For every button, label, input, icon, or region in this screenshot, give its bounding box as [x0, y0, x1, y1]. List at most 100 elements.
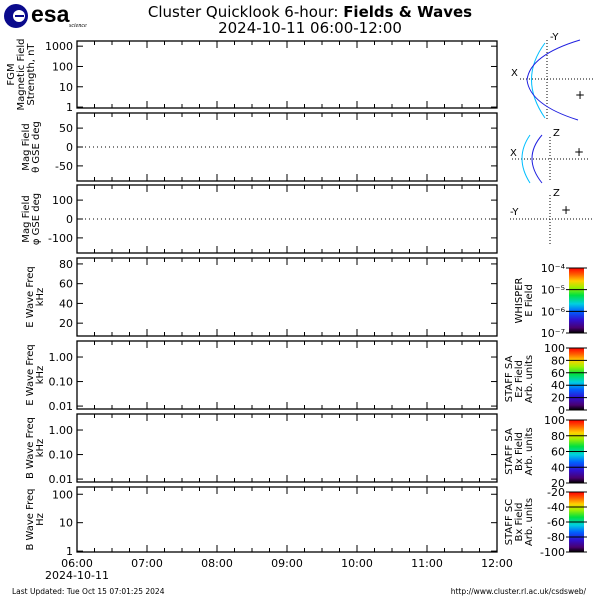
- last-updated: Last Updated: Tue Oct 15 07:01:25 2024: [12, 587, 165, 596]
- colorbar-tick-label: 10⁻⁶: [541, 305, 566, 318]
- colorbar-tick-label: 100: [544, 414, 565, 427]
- panel-1: 1 10 100 1000 FGMMagnetic FieldStrength, nT: [6, 38, 498, 114]
- y-tick-label: 0: [66, 141, 73, 154]
- y-tick-label: -50: [55, 160, 73, 173]
- time-tick-label: 11:00: [411, 557, 443, 570]
- time-tick-label: 12:00: [481, 557, 513, 570]
- orbit-h-label: X: [510, 148, 517, 159]
- spacecraft-marker: +: [561, 203, 571, 217]
- panel-frame: [76, 413, 498, 483]
- panel-5: 0.010.101.00E Wave FreqkHz: [25, 340, 498, 413]
- colorbar-tick-label: 10⁻⁷: [541, 327, 565, 340]
- bow-shock-line: [526, 39, 581, 121]
- colorbar-label-line: Arb. units: [524, 427, 535, 475]
- orbit-h-label: -Y: [510, 207, 519, 218]
- panel-frame: [76, 486, 498, 553]
- y-tick-label: 1.00: [49, 424, 74, 437]
- panel-6: 0.010.101.00B Wave FreqkHz: [25, 413, 498, 486]
- ylabel-line: kHz: [35, 439, 46, 458]
- esa-logo-icon: [4, 4, 28, 28]
- y-tick-label: 1.00: [49, 351, 74, 364]
- colorbar-tick-label: 80: [551, 430, 565, 443]
- colorbar-tick-label: 40: [551, 379, 565, 392]
- ylabel-line: E Wave Freq: [25, 344, 36, 406]
- y-tick-label: 100: [52, 488, 73, 501]
- colorbar-tick-label: 60: [551, 446, 565, 459]
- orbit-v-label: Z: [553, 188, 560, 199]
- page-title: Cluster Quicklook 6-hour: Fields & Waves…: [120, 4, 500, 36]
- time-tick-label: 08:00: [201, 557, 233, 570]
- colorbar-label-line: E Field: [524, 284, 535, 317]
- colorbar-tick-label: 10⁻⁵: [541, 284, 565, 297]
- panel-ylabel: Mag Fieldθ GSE deg: [21, 121, 42, 173]
- ylabel-line: θ GSE deg: [31, 121, 42, 173]
- ylabel-line: Magnetic Field: [16, 38, 27, 110]
- colorbar-tick-label: 40: [551, 461, 565, 474]
- ylabel-line: B Wave Freq: [25, 417, 36, 479]
- panel-4: 20 40 60 80 E Wave FreqkHz: [25, 257, 498, 337]
- panel-3: -100 0 100 Mag Fieldφ GSE deg: [21, 184, 498, 254]
- colorbar-tick-label: -20: [547, 486, 565, 499]
- spacecraft-marker: +: [574, 145, 584, 159]
- panel-frame: [76, 340, 498, 410]
- time-tick-label: 06:00: [61, 557, 93, 570]
- colorbar-label-line: Bx Field: [514, 502, 525, 541]
- orbit-plot-xy: X -Y +: [511, 32, 595, 121]
- colorbar-label-line: STAFF SA: [504, 428, 515, 475]
- panel-ylabel: FGMMagnetic FieldStrength, nT: [6, 38, 37, 110]
- y-tick-label: 0.10: [49, 376, 74, 389]
- source-url[interactable]: http://www.cluster.rl.ac.uk/csdsweb/: [450, 587, 586, 596]
- panel-ylabel: Mag Fieldφ GSE deg: [21, 193, 42, 245]
- colorbar-tick-label: 100: [544, 342, 565, 355]
- ylabel-line: kHz: [35, 288, 46, 307]
- y-tick-label: 40: [59, 297, 73, 310]
- subtitle: 2024-10-11 06:00-12:00: [218, 19, 402, 37]
- time-tick-label: 09:00: [271, 557, 303, 570]
- y-tick-label: 100: [52, 194, 73, 207]
- title-prefix: Cluster Quicklook 6-hour:: [147, 3, 344, 21]
- orbit-v-label: Z: [553, 128, 560, 139]
- colorbar-tick-label: -100: [540, 546, 565, 559]
- ylabel-line: kHz: [35, 366, 46, 385]
- y-tick-label: 1: [66, 545, 73, 558]
- ylabel-line: FGM: [6, 63, 17, 85]
- time-tick-label: 07:00: [131, 557, 163, 570]
- y-tick-label: 0: [66, 213, 73, 226]
- colorbar-label-line: Bx Field: [514, 432, 525, 471]
- y-tick-label: 20: [59, 317, 73, 330]
- colorbar-label: STAFF SAEz FieldArb. units: [504, 355, 535, 403]
- colorbar-tick-label: 0: [558, 404, 565, 417]
- colorbar-label: WHISPERE Field: [514, 277, 535, 323]
- y-tick-label: 10: [59, 517, 73, 530]
- panel-7: 1 10 100 B Wave FreqHz: [25, 486, 498, 558]
- panel-ylabel: E Wave FreqkHz: [25, 344, 46, 406]
- colorbar-tick-label: 20: [551, 392, 565, 405]
- ylabel-line: Mag Field: [21, 123, 32, 170]
- colorbar-tick-label: 80: [551, 354, 565, 367]
- ylabel-line: Mag Field: [21, 195, 32, 242]
- colorbar-label-line: Arb. units: [524, 498, 535, 546]
- y-tick-label: 10: [59, 81, 73, 94]
- colorbar-tick-label: -60: [547, 516, 565, 529]
- ylabel-line: φ GSE deg: [31, 193, 42, 245]
- colorbar-3: 20 40 60 80 100 STAFF SABx FieldArb. units: [504, 414, 587, 490]
- y-tick-label: 1: [66, 101, 73, 114]
- colorbar-tick-label: 60: [551, 367, 565, 380]
- panel-ylabel: B Wave FreqkHz: [25, 417, 46, 479]
- y-tick-label: 80: [59, 258, 73, 271]
- orbit-h-label: X: [511, 68, 518, 79]
- colorbar-1: 10⁻⁷ 10⁻⁶ 10⁻⁵ 10⁻⁴ WHISPERE Field: [514, 262, 587, 340]
- colorbar-label: STAFF SABx FieldArb. units: [504, 427, 535, 475]
- colorbar-tick-label: 20: [551, 477, 565, 490]
- y-tick-label: 100: [52, 60, 73, 73]
- colorbar-gradient: [569, 348, 584, 410]
- orbit-v-label: -Y: [550, 32, 559, 43]
- y-tick-label: -100: [48, 232, 73, 245]
- orbit-plot-xz: X Z +: [510, 128, 590, 184]
- panel-ylabel: E Wave FreqkHz: [25, 266, 46, 328]
- y-tick-label: 50: [59, 122, 73, 135]
- time-tick-label: 10:00: [341, 557, 373, 570]
- spacecraft-marker: +: [575, 88, 585, 102]
- ylabel-line: E Wave Freq: [25, 266, 36, 328]
